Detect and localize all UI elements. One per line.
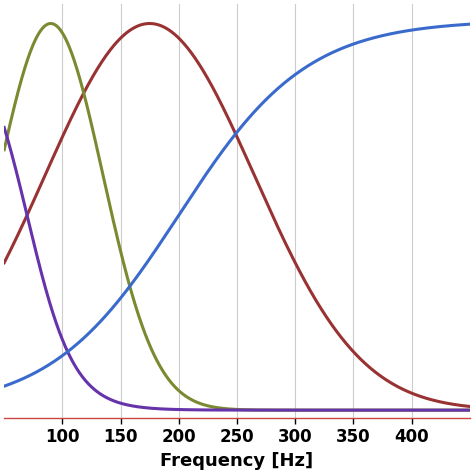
X-axis label: Frequency [Hz]: Frequency [Hz] [160, 452, 314, 470]
